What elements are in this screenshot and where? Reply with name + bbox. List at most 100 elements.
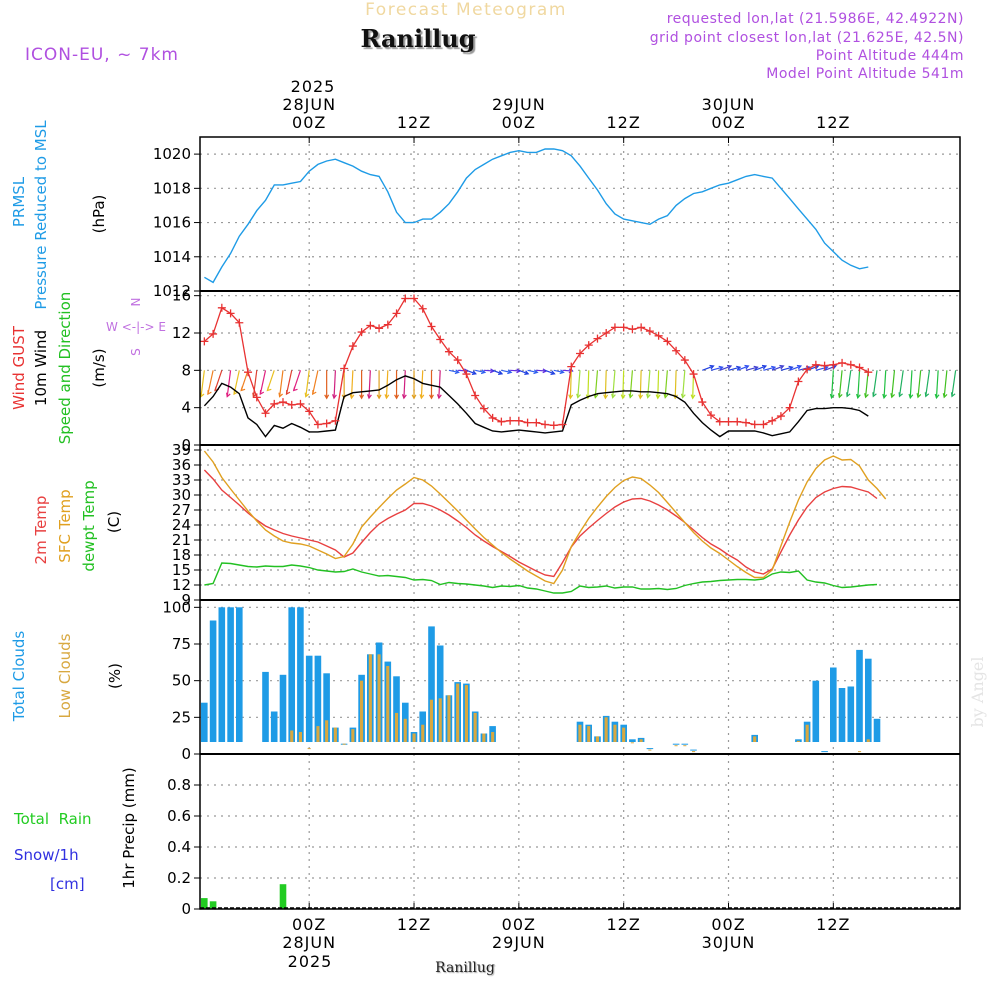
y-tick-label: 9 (181, 591, 191, 609)
wind-direction-arrow (622, 370, 625, 399)
wind-direction-arrow (872, 370, 878, 397)
wind-direction-arrow (728, 366, 741, 371)
wind-direction-arrow (710, 366, 723, 371)
low-cloud-bar (595, 736, 599, 742)
total-cloud-bar (873, 718, 881, 742)
wind-arrow-head (498, 370, 504, 375)
precip-snow-label: Snow/1h (14, 846, 79, 864)
wind-arrow-head (240, 386, 246, 392)
compass-south: S (129, 348, 143, 356)
wind-arrow-head (898, 392, 903, 398)
wind-direction-arrow (702, 365, 714, 371)
wind-gust-marker (410, 294, 419, 303)
bottom-year: 2025 (288, 952, 333, 971)
wind-arrow-head (550, 370, 556, 375)
top-date-label: 29JUN (492, 95, 546, 114)
wind-arrow-head (950, 392, 956, 398)
wind-gust-marker (558, 420, 567, 429)
total-cloud-bar (821, 751, 828, 753)
temp-unit: (C) (105, 511, 123, 533)
low-cloud-bar (491, 732, 495, 742)
wind-direction-arrow (207, 370, 214, 395)
wind-arrow-head (278, 392, 283, 398)
wind-direction-arrow (719, 365, 732, 371)
wind-arrow-head (628, 393, 634, 399)
wind-arrow-head (285, 390, 291, 396)
y-tick-label: 30 (172, 486, 191, 504)
grid-point-coords: grid point closest lon,lat (21.625E, 42.… (650, 30, 964, 46)
wind-gust-marker (401, 294, 410, 303)
wind-direction-arrow (544, 369, 555, 375)
low-cloud-bar (325, 720, 329, 742)
wind-direction-arrow (492, 369, 503, 375)
bottom-time-label: 00Z (292, 915, 326, 934)
wind-gust-marker (462, 370, 471, 379)
low-cloud-bar (858, 751, 862, 753)
precip-rain-label: Total Rain (13, 810, 92, 828)
low-cloud-bar (648, 749, 652, 751)
wind-arrow-head (454, 369, 460, 375)
wind-gust-marker (829, 360, 838, 369)
temp-2m-line (203, 469, 878, 578)
low-cloud-bar (639, 739, 643, 742)
low-cloud-bar (447, 695, 451, 742)
compass-north: N (129, 298, 143, 307)
wind-direction-arrow (259, 370, 267, 395)
wind-arrow-head (199, 392, 205, 398)
wind-arrow-head (908, 393, 914, 400)
requested-coords: requested lon,lat (21.5986E, 42.4922N) (667, 11, 964, 27)
wind-arrow-head (788, 365, 794, 371)
wind-gust-marker (785, 403, 794, 412)
wind-direction-arrow (639, 370, 642, 399)
wind-direction-arrow (737, 365, 749, 371)
y-tick-label: 21 (172, 531, 191, 549)
wind-arrow-head (872, 392, 877, 398)
plot-layer: 1012101410161018102004812169121518212427… (153, 95, 961, 952)
wind-gust-marker (532, 418, 541, 427)
wind-arrow-head (533, 369, 539, 375)
wind-gust-marker (567, 362, 576, 371)
wind-direction-arrow (448, 369, 459, 373)
forecast-title: Forecast Meteogram (365, 0, 567, 20)
wind-gust-marker (768, 416, 777, 425)
total-cloud-bar (646, 748, 654, 750)
pressure-label-desc: Pressure Reduced to MSL (32, 120, 50, 310)
top-time-label: 12Z (816, 113, 850, 132)
wind-gust-marker (383, 320, 392, 329)
wind-direction-arrow (657, 370, 660, 399)
wind-arrow-head (942, 393, 948, 399)
precip-snow-unit: [cm] (50, 875, 85, 893)
wind-direction-arrow (475, 369, 486, 373)
wind-arrow-head (726, 364, 733, 370)
pressure-line (204, 148, 869, 284)
wind-direction-arrow (226, 370, 232, 397)
wind-gust-marker (663, 337, 672, 346)
y-tick-label: 15 (172, 561, 191, 579)
y-tick-label: 0.8 (167, 776, 191, 794)
y-tick-label: 12 (172, 324, 191, 342)
pressure-label-prmsl: PRMSL (10, 176, 28, 227)
wind-direction-arrow (943, 370, 948, 398)
wind-arrow-head (233, 390, 238, 396)
wind-arrow-head (882, 393, 887, 400)
wind-direction-arrow (789, 365, 802, 371)
y-tick-label: 39 (172, 441, 191, 459)
wind-arrow-head (207, 390, 212, 396)
total-cloud-bar (830, 667, 837, 742)
clouds-total-label: Total Clouds (10, 631, 28, 723)
low-cloud-bar (351, 729, 355, 742)
bottom-time-label: 00Z (711, 915, 745, 934)
total-cloud-bar (279, 674, 287, 742)
temp-dewpt-label: dewpt Temp (80, 480, 98, 571)
rain-bar (279, 884, 287, 909)
wind-gust-marker (244, 368, 253, 377)
total-cloud-bar (865, 658, 872, 742)
total-cloud-bar (288, 607, 295, 742)
wind-gust-marker (514, 416, 523, 425)
wind-gust-marker (855, 363, 864, 372)
wind-direction-arrow (333, 370, 337, 399)
y-tick-label: 1020 (153, 145, 191, 163)
wind-arrow-head (846, 392, 851, 398)
wind-gust-marker (619, 323, 628, 332)
wind-gust-marker (506, 416, 515, 425)
